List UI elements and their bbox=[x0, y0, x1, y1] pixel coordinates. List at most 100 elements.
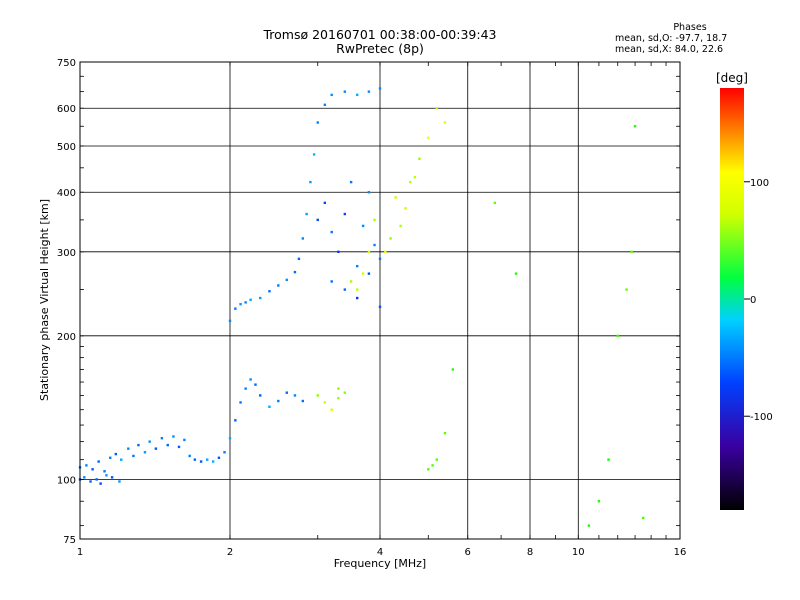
phase-stats-o-mode: mean, sd,O: -97.7, 18.7 bbox=[615, 33, 728, 44]
echo-point bbox=[188, 454, 191, 458]
echo-point bbox=[268, 290, 271, 293]
y-tick-label: 75 bbox=[63, 535, 76, 546]
echo-point bbox=[378, 257, 382, 261]
y-tick-label: 750 bbox=[57, 58, 76, 69]
echo-point bbox=[293, 394, 297, 397]
echo-point bbox=[127, 447, 130, 450]
echo-point bbox=[312, 153, 316, 156]
echo-point bbox=[301, 399, 305, 403]
echo-point bbox=[443, 121, 447, 124]
echo-point bbox=[625, 288, 628, 291]
echo-point bbox=[355, 264, 359, 268]
echo-point bbox=[89, 480, 92, 483]
echo-point bbox=[443, 431, 447, 435]
echo-point bbox=[172, 435, 175, 438]
echo-point bbox=[297, 257, 301, 261]
echo-point bbox=[373, 243, 376, 247]
y-axis-ticks: 75 100 200 300 400 500 600 750 bbox=[57, 58, 680, 546]
phase-stats: Phases mean, sd,O: -97.7, 18.7 mean, sd,… bbox=[615, 22, 765, 55]
echo-point bbox=[85, 464, 88, 467]
echo-point bbox=[301, 237, 305, 240]
y-axis-label: Stationary phase Virtual Height [km] bbox=[38, 199, 51, 401]
echo-point bbox=[597, 500, 601, 503]
echo-point bbox=[616, 334, 619, 338]
echo-point bbox=[330, 93, 333, 97]
echo-point bbox=[228, 437, 232, 440]
echo-point bbox=[361, 272, 365, 275]
echo-point bbox=[259, 394, 262, 397]
echo-point bbox=[217, 456, 221, 459]
echo-point bbox=[83, 476, 86, 479]
echo-point bbox=[361, 224, 365, 228]
echo-point bbox=[389, 237, 392, 240]
echo-point bbox=[249, 298, 252, 301]
echo-point bbox=[323, 103, 327, 107]
echo-point bbox=[330, 408, 333, 411]
echo-point bbox=[394, 196, 397, 199]
echo-point bbox=[268, 405, 271, 408]
echo-point bbox=[118, 480, 121, 483]
echo-point bbox=[109, 456, 112, 459]
echo-point bbox=[337, 396, 340, 400]
echo-point bbox=[316, 218, 319, 222]
echo-point bbox=[143, 451, 147, 454]
echo-point bbox=[244, 387, 247, 390]
echo-point bbox=[404, 207, 407, 210]
echo-point bbox=[239, 302, 242, 306]
echo-point bbox=[367, 272, 371, 275]
echo-point bbox=[105, 474, 108, 477]
echo-point bbox=[183, 438, 186, 442]
echo-point bbox=[249, 378, 252, 381]
echo-point bbox=[293, 270, 297, 274]
echo-point bbox=[451, 368, 455, 371]
x-tick-label: 2 bbox=[227, 547, 233, 558]
echo-point bbox=[148, 440, 151, 443]
echo-point bbox=[160, 437, 164, 440]
colorbar-ticks: -100 0 100 bbox=[744, 178, 773, 423]
echo-point bbox=[384, 250, 387, 254]
echo-point bbox=[120, 458, 123, 461]
echo-point bbox=[223, 451, 226, 454]
echo-point bbox=[355, 288, 359, 291]
echo-point bbox=[137, 443, 140, 447]
y-tick-label: 300 bbox=[57, 248, 76, 259]
echo-point bbox=[349, 280, 353, 283]
echo-point bbox=[427, 468, 430, 471]
x-tick-label: 8 bbox=[527, 547, 533, 558]
echo-point bbox=[343, 288, 347, 291]
echo-point bbox=[277, 284, 280, 287]
echo-point bbox=[97, 460, 100, 463]
echo-point bbox=[205, 458, 209, 461]
colorbar-tick-label: 100 bbox=[750, 178, 769, 189]
echo-point bbox=[330, 230, 333, 234]
echo-point bbox=[435, 458, 438, 461]
colorbar-label: [deg] bbox=[716, 71, 748, 85]
echo-point bbox=[114, 452, 118, 456]
grid-lines bbox=[80, 62, 680, 539]
echo-point bbox=[367, 90, 371, 93]
y-tick-label: 100 bbox=[57, 475, 76, 486]
echo-points bbox=[78, 87, 645, 527]
phase-stats-x-mode: mean, sd,X: 84.0, 22.6 bbox=[615, 44, 724, 55]
echo-point bbox=[343, 212, 347, 216]
echo-point bbox=[431, 464, 434, 467]
echo-point bbox=[378, 87, 382, 90]
x-tick-label: 10 bbox=[572, 547, 585, 558]
echo-point bbox=[323, 401, 327, 404]
echo-point bbox=[367, 250, 371, 254]
x-tick-label: 6 bbox=[465, 547, 471, 558]
phase-stats-heading: Phases bbox=[673, 22, 707, 33]
echo-point bbox=[211, 460, 215, 463]
echo-point bbox=[277, 399, 280, 403]
echo-point bbox=[514, 272, 518, 275]
echo-point bbox=[493, 201, 497, 205]
echo-point bbox=[633, 125, 637, 128]
echo-point bbox=[309, 180, 312, 184]
echo-point bbox=[193, 458, 197, 461]
echo-point bbox=[132, 454, 135, 458]
echo-point bbox=[110, 476, 114, 479]
echo-point bbox=[234, 419, 237, 422]
x-tick-label: 16 bbox=[674, 547, 687, 558]
echo-point bbox=[337, 250, 340, 254]
echo-point bbox=[166, 443, 169, 447]
